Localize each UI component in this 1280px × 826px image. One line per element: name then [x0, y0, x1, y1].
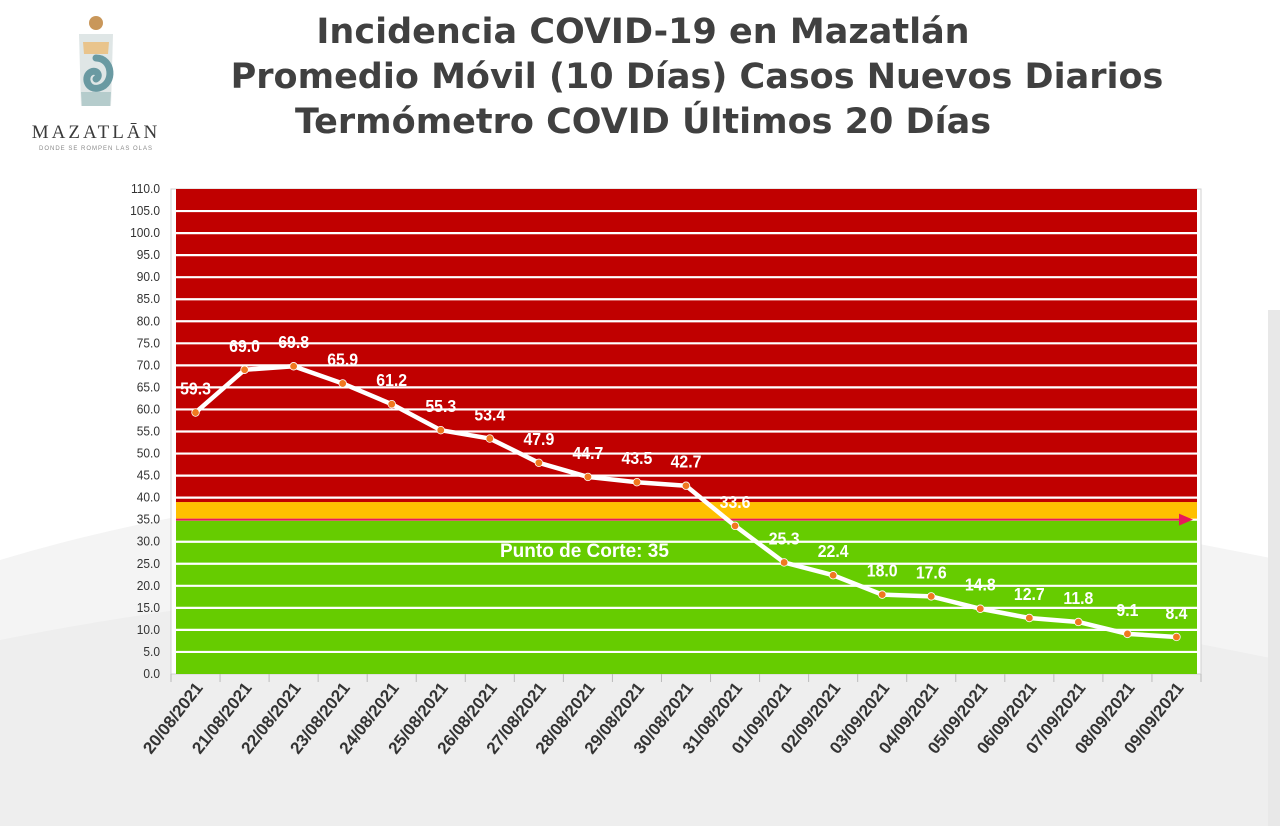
band-1	[176, 502, 1197, 520]
logo-tagline: DONDE SE ROMPEN LAS OLAS	[38, 146, 154, 152]
data-point	[240, 365, 249, 374]
y-tick-label: 5.0	[143, 645, 160, 660]
y-tick-label: 55.0	[137, 424, 160, 439]
data-point	[583, 472, 593, 482]
y-tick-label: 60.0	[137, 402, 160, 417]
data-label: 61.2	[376, 370, 407, 390]
data-point	[976, 604, 985, 613]
data-point	[289, 362, 298, 371]
data-label: 69.8	[278, 332, 309, 352]
data-label: 44.7	[573, 443, 604, 463]
data-point	[927, 592, 936, 601]
y-tick-label: 40.0	[137, 490, 160, 505]
data-point	[828, 571, 838, 580]
y-tick-label: 80.0	[137, 314, 160, 329]
y-tick-label: 85.0	[137, 292, 160, 307]
cut-point-label: Punto de Corte: 35	[500, 541, 669, 562]
data-label: 69.0	[229, 336, 260, 356]
data-label: 42.7	[671, 452, 702, 472]
chart-title-block: Incidencia COVID-19 en Mazatlán Promedio…	[200, 10, 1280, 145]
y-tick-label: 20.0	[137, 578, 160, 593]
data-label: 53.4	[474, 405, 505, 425]
y-tick-label: 70.0	[137, 358, 160, 373]
title-line-3: Termómetro COVID Últimos 20 Días	[294, 102, 992, 142]
y-tick-label: 100.0	[130, 226, 160, 241]
data-label: 12.7	[1014, 584, 1045, 604]
data-label: 33.6	[720, 492, 751, 512]
y-tick-label: 10.0	[137, 622, 160, 637]
mazatlan-logo: MAZATLĀN DONDE SE ROMPEN LAS OLAS	[18, 14, 174, 174]
data-label: 18.0	[867, 561, 898, 581]
y-tick-label: 45.0	[137, 468, 160, 483]
data-label: 8.4	[1165, 603, 1188, 623]
data-point	[730, 521, 740, 531]
data-label: 9.1	[1116, 600, 1138, 620]
band-2	[176, 189, 1197, 503]
data-point	[436, 425, 445, 435]
data-label: 55.3	[425, 396, 456, 416]
y-tick-label: 50.0	[137, 446, 160, 461]
title-line-2: Promedio Móvil (10 Días) Casos Nuevos Di…	[230, 57, 1164, 97]
y-tick-label: 25.0	[137, 556, 160, 571]
data-point	[632, 478, 642, 487]
data-label: 43.5	[622, 448, 653, 468]
data-point	[534, 458, 544, 468]
data-point	[191, 408, 200, 417]
y-tick-label: 75.0	[137, 336, 160, 351]
data-point	[1123, 629, 1132, 639]
data-point	[338, 379, 347, 388]
data-label: 17.6	[916, 562, 947, 582]
data-label: 47.9	[523, 429, 554, 449]
data-label: 14.8	[965, 575, 996, 595]
data-label: 11.8	[1063, 588, 1093, 608]
data-point	[877, 590, 887, 599]
y-tick-label: 105.0	[130, 204, 160, 219]
y-tick-label: 0.0	[143, 667, 160, 682]
logo-emblem-icon	[79, 16, 114, 106]
data-point	[681, 481, 691, 490]
y-tick-label: 95.0	[137, 248, 160, 263]
y-tick-label: 110.0	[131, 182, 160, 197]
logo-name: MAZATLĀN	[31, 122, 161, 143]
y-tick-label: 35.0	[137, 512, 160, 527]
y-tick-label: 65.0	[137, 380, 160, 395]
data-point	[1172, 632, 1181, 642]
data-label: 59.3	[180, 379, 211, 399]
y-tick-label: 15.0	[137, 600, 160, 615]
data-point	[779, 558, 789, 567]
data-label: 65.9	[327, 350, 358, 370]
data-label: 25.3	[769, 529, 800, 549]
y-tick-label: 90.0	[137, 270, 160, 285]
data-point	[1074, 617, 1083, 627]
data-point	[485, 434, 495, 443]
data-point	[387, 399, 396, 409]
band-0	[176, 519, 1197, 674]
title-line-1: Incidencia COVID-19 en Mazatlán	[316, 12, 970, 52]
data-point	[1025, 613, 1034, 623]
cut-point-arrow-icon	[1179, 513, 1193, 526]
y-tick-label: 30.0	[137, 534, 160, 549]
data-label: 22.4	[818, 541, 849, 561]
